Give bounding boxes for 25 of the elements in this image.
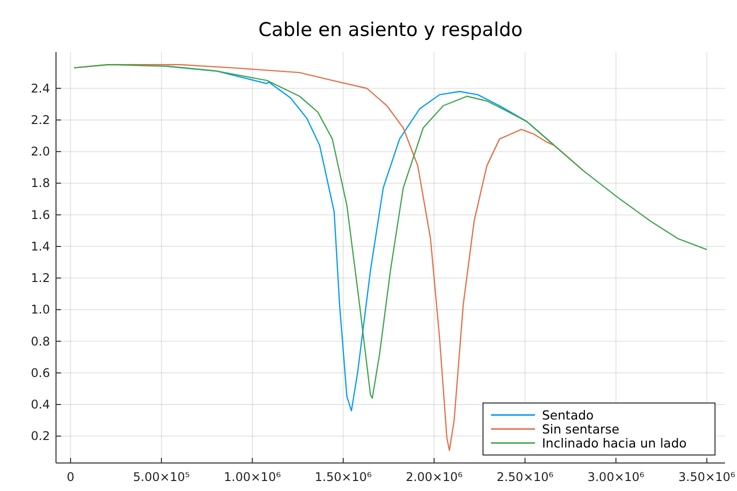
y-tick-label: 2.2 [30, 112, 50, 127]
x-tick-label: 3.00×10⁶ [587, 470, 645, 484]
x-tick-label: 1.00×10⁶ [224, 470, 281, 484]
y-tick-label: 2.0 [30, 144, 50, 159]
y-tick-label: 0.2 [30, 429, 50, 444]
x-tick-label: 0 [66, 470, 74, 484]
y-tick-label: 2.4 [30, 81, 50, 96]
x-tick-label: 5.00×10⁵ [133, 470, 190, 484]
x-tick-label: 3.50×10⁶ [678, 470, 736, 484]
y-tick-label: 1.8 [30, 176, 50, 190]
chart-title: Cable en asiento y respaldo [258, 19, 523, 41]
x-tick-label: 1.50×10⁶ [314, 470, 372, 484]
y-tick-label: 1.6 [30, 208, 50, 222]
y-tick-label: 0.8 [30, 334, 50, 348]
y-tick-label: 1.2 [30, 271, 50, 286]
x-tick-label: 2.00×10⁶ [406, 470, 463, 484]
legend-label: Sin sentarse [542, 422, 620, 436]
y-tick-label: 1.0 [30, 302, 50, 317]
y-tick-label: 0.6 [30, 366, 50, 380]
y-tick-label: 0.4 [30, 398, 50, 412]
x-tick-label: 2.50×10⁶ [496, 470, 554, 484]
legend-label: Sentado [542, 408, 594, 422]
legend-label: Inclinado hacia un lado [542, 436, 687, 450]
y-tick-label: 1.4 [30, 239, 50, 254]
line-series [74, 64, 708, 399]
